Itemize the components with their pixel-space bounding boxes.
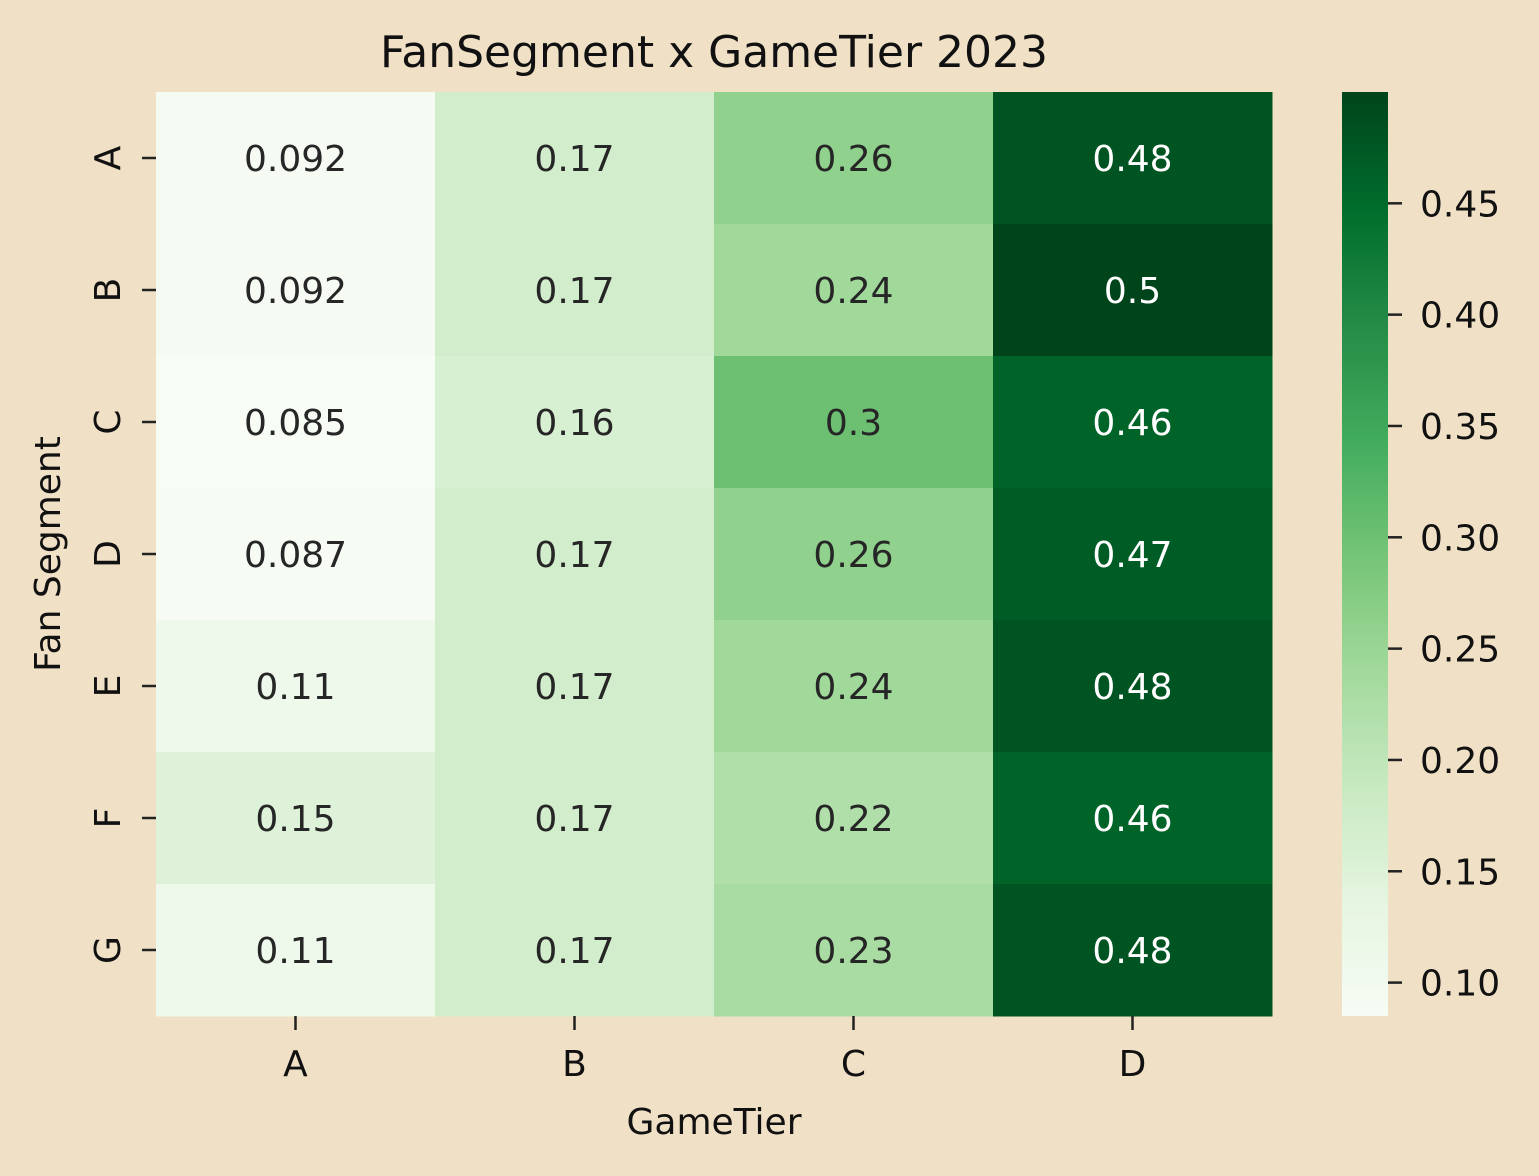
cell-value-label: 0.11 bbox=[255, 667, 335, 708]
heatmap-cell bbox=[993, 92, 1273, 225]
colorbar-gradient bbox=[1342, 92, 1388, 1016]
heatmap-cell bbox=[714, 356, 994, 489]
colorbar-tick-label: 0.25 bbox=[1420, 630, 1500, 671]
cell-value-label: 0.16 bbox=[534, 403, 614, 444]
cell-value-label: 0.24 bbox=[813, 271, 893, 312]
y-tick-label: D bbox=[88, 540, 129, 568]
cell-value-label: 0.11 bbox=[255, 931, 335, 972]
cell-value-label: 0.092 bbox=[244, 139, 347, 180]
cell-value-label: 0.3 bbox=[825, 403, 882, 444]
colorbar-tick-label: 0.40 bbox=[1420, 296, 1500, 337]
cell-value-label: 0.26 bbox=[813, 139, 893, 180]
cell-value-label: 0.46 bbox=[1092, 799, 1172, 840]
cell-value-label: 0.17 bbox=[534, 271, 614, 312]
cell-value-label: 0.17 bbox=[534, 667, 614, 708]
colorbar-tick-label: 0.20 bbox=[1420, 741, 1500, 782]
y-axis-title: Fan Segment bbox=[28, 436, 69, 672]
y-tick-label: A bbox=[88, 145, 129, 170]
y-tick-label: B bbox=[88, 278, 129, 303]
heatmap-cell bbox=[435, 356, 715, 489]
y-tick-label: C bbox=[88, 409, 129, 434]
cell-value-label: 0.24 bbox=[813, 667, 893, 708]
chart-title: FanSegment x GameTier 2023 bbox=[380, 27, 1048, 78]
heatmap-cells bbox=[156, 92, 1273, 1017]
cell-value-label: 0.46 bbox=[1092, 403, 1172, 444]
heatmap-cell bbox=[435, 488, 715, 621]
heatmap-cell bbox=[435, 620, 715, 753]
heatmap-cell bbox=[156, 224, 436, 357]
heatmap-cell bbox=[156, 488, 436, 621]
colorbar-tick-label: 0.35 bbox=[1420, 407, 1500, 448]
heatmap-value-labels: 0.092 0.17 0.26 0.48 0.092 0.17 0.24 0.5 0.085 0.… bbox=[244, 139, 1173, 972]
heatmap-cell bbox=[156, 356, 436, 489]
heatmap-cell bbox=[156, 884, 436, 1017]
cell-value-label: 0.48 bbox=[1092, 931, 1172, 972]
heatmap-cell bbox=[714, 488, 994, 621]
colorbar-tick-label: 0.45 bbox=[1420, 184, 1500, 225]
x-tick-label: D bbox=[1119, 1044, 1147, 1085]
heatmap-cell bbox=[714, 224, 994, 357]
heatmap-cell bbox=[993, 224, 1273, 357]
x-tick-label: A bbox=[283, 1044, 308, 1085]
heatmap-cell bbox=[714, 752, 994, 885]
colorbar: 0.10 0.15 0.20 0.25 0.30 0.35 0.40 0.45 bbox=[1342, 92, 1500, 1016]
x-axis-title: GameTier bbox=[626, 1102, 801, 1143]
cell-value-label: 0.17 bbox=[534, 139, 614, 180]
heatmap-cell bbox=[435, 752, 715, 885]
x-tick-label: B bbox=[562, 1044, 587, 1085]
cell-value-label: 0.5 bbox=[1104, 271, 1161, 312]
heatmap-cell bbox=[993, 884, 1273, 1017]
y-tick-label: E bbox=[88, 675, 129, 698]
cell-value-label: 0.17 bbox=[534, 931, 614, 972]
cell-value-label: 0.17 bbox=[534, 799, 614, 840]
y-tick-label: G bbox=[88, 936, 129, 964]
heatmap-cell bbox=[435, 884, 715, 1017]
cell-value-label: 0.092 bbox=[244, 271, 347, 312]
colorbar-tick-label: 0.10 bbox=[1420, 964, 1500, 1005]
cell-value-label: 0.087 bbox=[244, 535, 347, 576]
cell-value-label: 0.23 bbox=[813, 931, 893, 972]
colorbar-tick-label: 0.15 bbox=[1420, 852, 1500, 893]
heatmap-cell bbox=[435, 92, 715, 225]
heatmap-cell bbox=[993, 620, 1273, 753]
heatmap-cell bbox=[714, 92, 994, 225]
heatmap-cell bbox=[156, 620, 436, 753]
heatmap-cell bbox=[156, 92, 436, 225]
cell-value-label: 0.47 bbox=[1092, 535, 1172, 576]
cell-value-label: 0.22 bbox=[813, 799, 893, 840]
heatmap-cell bbox=[714, 620, 994, 753]
heatmap-cell bbox=[435, 224, 715, 357]
cell-value-label: 0.26 bbox=[813, 535, 893, 576]
heatmap-cell bbox=[993, 752, 1273, 885]
x-tick-label: C bbox=[841, 1044, 866, 1085]
y-tick-label: F bbox=[88, 808, 129, 829]
colorbar-tick-label: 0.30 bbox=[1420, 518, 1500, 559]
cell-value-label: 0.48 bbox=[1092, 667, 1172, 708]
heatmap-cell bbox=[156, 752, 436, 885]
cell-value-label: 0.17 bbox=[534, 535, 614, 576]
heatmap-cell bbox=[993, 356, 1273, 489]
cell-value-label: 0.48 bbox=[1092, 139, 1172, 180]
heatmap-cell bbox=[714, 884, 994, 1017]
y-axis: A B C D E F G bbox=[88, 145, 156, 964]
heatmap-cell bbox=[993, 488, 1273, 621]
x-axis: A B C D bbox=[283, 1016, 1146, 1085]
cell-value-label: 0.085 bbox=[244, 403, 347, 444]
cell-value-label: 0.15 bbox=[255, 799, 335, 840]
